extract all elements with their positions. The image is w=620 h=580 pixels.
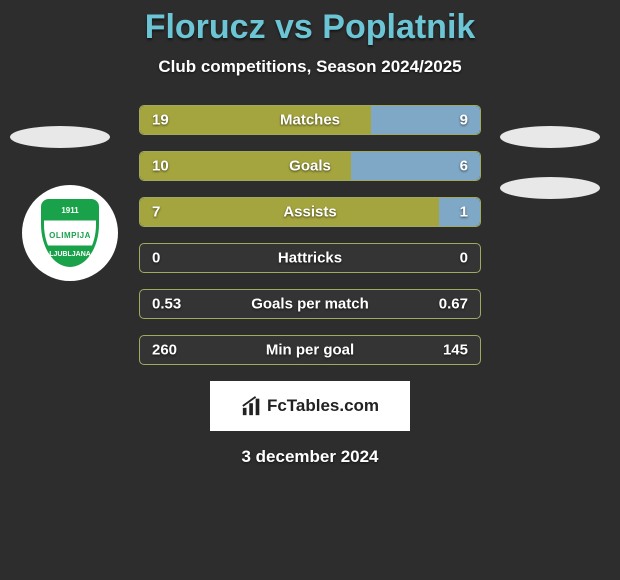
stat-row: 0 0 Hattricks: [139, 243, 481, 273]
stat-value-left: 260: [152, 342, 177, 359]
stat-label: Goals per match: [251, 296, 369, 313]
stat-value-right: 9: [460, 112, 468, 129]
brand-chart-icon: [241, 395, 263, 417]
stat-label: Min per goal: [266, 342, 354, 359]
stat-value-right: 145: [443, 342, 468, 359]
stat-label: Goals: [289, 158, 331, 175]
stat-row: 260 145 Min per goal: [139, 335, 481, 365]
stat-label: Hattricks: [278, 250, 342, 267]
stat-value-right: 1: [460, 204, 468, 221]
brand-box[interactable]: FcTables.com: [210, 381, 410, 431]
stat-value-left: 0: [152, 250, 160, 267]
stat-value-left: 19: [152, 112, 169, 129]
stat-row: 0.53 0.67 Goals per match: [139, 289, 481, 319]
club-shield-icon: 1911: [41, 199, 99, 267]
stat-value-left: 0.53: [152, 296, 181, 313]
club-year: 1911: [44, 206, 96, 215]
avatar-placeholder-right-2: [500, 177, 600, 199]
page-subtitle: Club competitions, Season 2024/2025: [0, 57, 620, 77]
stat-value-right: 0.67: [439, 296, 468, 313]
stat-row: 19 9 Matches: [139, 105, 481, 135]
stat-value-left: 7: [152, 204, 160, 221]
stat-value-right: 0: [460, 250, 468, 267]
page-title: Florucz vs Poplatnik: [0, 8, 620, 47]
stat-label: Matches: [280, 112, 340, 129]
stat-row: 7 1 Assists: [139, 197, 481, 227]
stat-row: 10 6 Goals: [139, 151, 481, 181]
brand-text: FcTables.com: [267, 396, 379, 416]
date-line: 3 december 2024: [0, 447, 620, 467]
club-badge: 1911: [22, 185, 118, 281]
stat-value-right: 6: [460, 158, 468, 175]
stat-value-left: 10: [152, 158, 169, 175]
comparison-card: Florucz vs Poplatnik Club competitions, …: [0, 0, 620, 467]
avatar-placeholder-right-1: [500, 126, 600, 148]
avatar-placeholder-left: [10, 126, 110, 148]
stat-label: Assists: [283, 204, 336, 221]
